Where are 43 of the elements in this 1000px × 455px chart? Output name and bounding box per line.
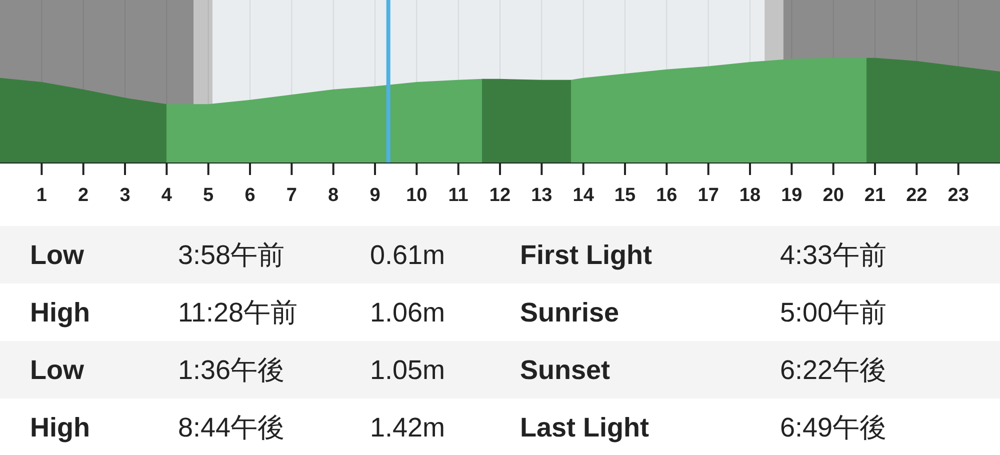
annotation: 11:28午前 bbox=[178, 297, 298, 328]
x-tick-label: 20 bbox=[822, 185, 844, 206]
x-tick-label: 5 bbox=[203, 185, 214, 206]
annotation: Low bbox=[30, 240, 84, 270]
annotation: 8:44午後 bbox=[178, 412, 285, 442]
x-tick-label: 7 bbox=[286, 185, 297, 206]
annotation: First Light bbox=[520, 240, 652, 270]
x-tick-label: 12 bbox=[489, 185, 511, 206]
x-tick-label: 1 bbox=[36, 185, 47, 206]
annotation: High bbox=[30, 412, 90, 442]
annotation: 6:22午後 bbox=[780, 354, 887, 385]
x-tick-label: 3 bbox=[120, 185, 130, 206]
annotation: Low bbox=[30, 354, 84, 385]
x-tick-label: 19 bbox=[781, 185, 802, 206]
x-tick-label: 13 bbox=[531, 185, 552, 206]
x-tick-label: 15 bbox=[614, 185, 636, 206]
annotation: 0.61m bbox=[370, 240, 446, 270]
x-tick-label: 10 bbox=[406, 185, 428, 206]
annotation: 4:33午前 bbox=[780, 240, 887, 270]
x-tick-label: 23 bbox=[948, 185, 969, 206]
annotation: 1:36午後 bbox=[178, 354, 285, 385]
x-tick-label: 6 bbox=[244, 185, 256, 206]
annotation: 1.05m bbox=[370, 354, 446, 385]
annotation: 1.06m bbox=[370, 297, 446, 328]
annotation: High bbox=[30, 297, 90, 328]
x-tick-label: 14 bbox=[572, 185, 594, 206]
annotation: 3:58午前 bbox=[178, 240, 285, 270]
x-tick-label: 21 bbox=[864, 185, 886, 206]
x-tick-label: 11 bbox=[448, 185, 468, 206]
annotation: 6:49午後 bbox=[780, 412, 887, 442]
x-tick-label: 8 bbox=[328, 185, 339, 206]
x-tick-label: 16 bbox=[656, 185, 678, 206]
annotation: 5:00午前 bbox=[780, 297, 887, 328]
x-tick-label: 2 bbox=[78, 185, 89, 206]
annotation: Sunrise bbox=[520, 297, 620, 328]
x-tick-label: 4 bbox=[161, 185, 172, 206]
x-tick-label: 17 bbox=[698, 185, 719, 206]
annotation: Last Light bbox=[520, 412, 649, 442]
annotation: 1.42m bbox=[370, 412, 446, 442]
x-tick-label: 18 bbox=[739, 185, 761, 206]
annotation: Sunset bbox=[520, 354, 610, 385]
x-tick-label: 9 bbox=[370, 185, 380, 206]
x-tick-label: 22 bbox=[906, 185, 928, 206]
